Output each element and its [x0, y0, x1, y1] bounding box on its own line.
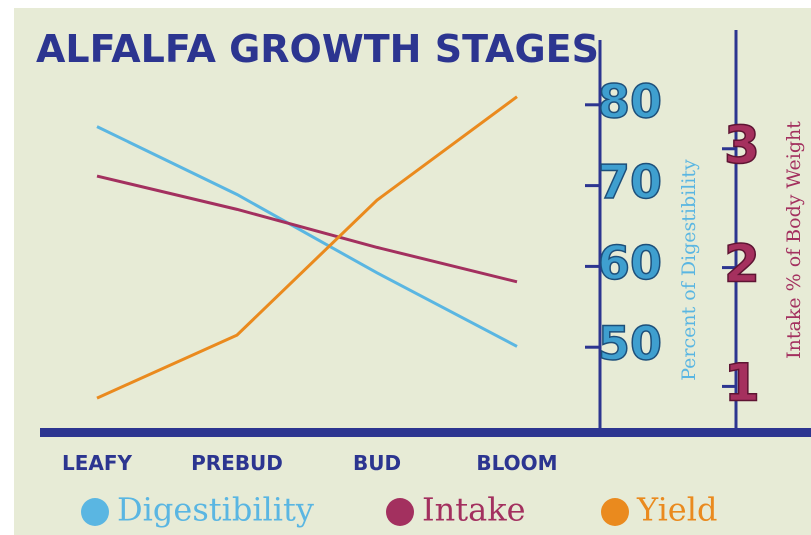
- y-axis-label: Percent of Digestibility: [678, 159, 700, 381]
- series-line: [96, 174, 518, 284]
- legend-marker: [601, 498, 629, 526]
- y2-tick-label: 2: [724, 235, 760, 295]
- y2-axis-label: Intake % of Body Weight: [783, 121, 805, 359]
- x-tick-label: LEAFY: [62, 451, 133, 475]
- y2-tick-label: 1: [724, 353, 760, 413]
- legend-label: Intake: [422, 491, 526, 529]
- x-tick-label: PREBUD: [191, 451, 283, 475]
- y2-tick-label: 3: [724, 116, 760, 176]
- legend-label: Digestibility: [117, 491, 314, 529]
- legend-label: Yield: [636, 491, 717, 529]
- series-line: [96, 125, 518, 348]
- y-tick-label: 80: [598, 74, 662, 128]
- chart-title: ALFALFA GROWTH STAGES: [36, 27, 599, 71]
- x-tick-label: BLOOM: [476, 451, 557, 475]
- y-tick-label: 70: [598, 155, 662, 209]
- y-tick-label: 50: [598, 317, 662, 371]
- x-tick-label: BUD: [353, 451, 401, 475]
- legend-marker: [81, 498, 109, 526]
- poster-background: [14, 8, 811, 535]
- baseline: [40, 428, 811, 437]
- series-line: [96, 95, 518, 400]
- legend-marker: [386, 498, 414, 526]
- y-tick-label: 60: [598, 236, 662, 290]
